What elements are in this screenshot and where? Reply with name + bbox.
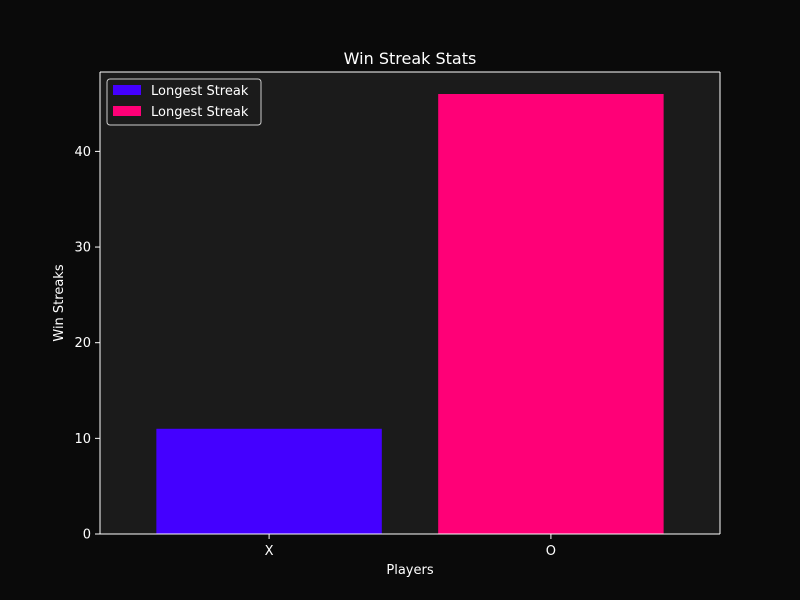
axes-spines	[99, 71, 721, 535]
bar-o	[438, 94, 664, 534]
y-tick-label: 20	[74, 336, 91, 351]
legend-swatch-longest-streak-o	[113, 106, 141, 116]
legend-swatch-longest-streak-x	[113, 85, 141, 95]
bars-group	[156, 94, 664, 534]
x-tick-label: X	[265, 544, 274, 559]
chart-title: Win Streak Stats	[344, 49, 477, 68]
legend-label-longest-streak-o: Longest Streak	[151, 105, 249, 120]
y-tick-label: 30	[74, 241, 91, 256]
y-axis-label: Win Streaks	[52, 264, 67, 341]
y-tick-label: 40	[74, 145, 91, 160]
y-tick-label: 0	[83, 528, 91, 543]
legend-label-longest-streak-x: Longest Streak	[151, 84, 249, 99]
y-tick-label: 10	[74, 432, 91, 447]
legend: Longest Streak Longest Streak	[106, 78, 262, 126]
y-ticks-group: 0 10 20 30 40	[74, 145, 100, 543]
x-axis-label: Players	[386, 563, 433, 578]
bar-x	[156, 428, 382, 534]
x-tick-label: O	[546, 544, 556, 559]
legend-box	[106, 78, 262, 126]
